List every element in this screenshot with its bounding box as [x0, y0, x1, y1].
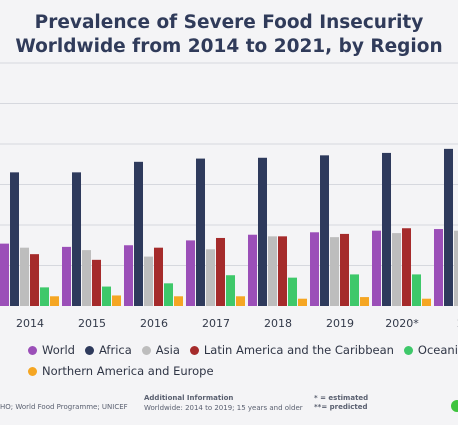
x-tick-label: 2017 — [202, 317, 230, 330]
legend-row-1: World Africa Asia Latin America and the … — [28, 343, 458, 357]
x-tick-label: 2018 — [264, 317, 292, 330]
x-tick-label: 2016 — [140, 317, 168, 330]
bar-latin-america-and-the-caribbean-2018 — [278, 236, 287, 306]
additional-information-text: Worldwide: 2014 to 2019; 15 years and ol… — [144, 404, 303, 412]
bar-asia-2017 — [206, 249, 215, 306]
bar-northern-america-and-europe-2018 — [298, 298, 307, 306]
bar-africa-2016 — [134, 161, 143, 306]
bar-asia-2019 — [330, 237, 339, 306]
bar-latin-america-and-the-caribbean-2015 — [92, 259, 101, 306]
bar-asia-2018 — [268, 236, 277, 306]
legend-label-asia: Asia — [155, 343, 180, 357]
bar-asia-20 — [454, 230, 458, 306]
legend-label-oceania: Oceania — [417, 343, 458, 357]
chart-title: Prevalence of Severe Food Insecurity Wor… — [0, 11, 458, 59]
bar-latin-america-and-the-caribbean-2016 — [154, 247, 163, 306]
legend-item-northern-america-europe: Northern America and Europe — [28, 364, 214, 378]
legend-label-latin-america: Latin America and the Caribbean — [203, 343, 394, 357]
bar-oceania-2019 — [350, 274, 359, 306]
bar-northern-america-and-europe-2014 — [50, 296, 59, 306]
bar-world-2014 — [0, 243, 9, 306]
legend-swatch-world — [28, 345, 37, 355]
bar-africa-2014 — [10, 172, 19, 306]
bar-northern-america-and-europe-2017 — [236, 296, 245, 306]
bar-world-2016 — [124, 245, 133, 306]
bar-oceania-2017 — [226, 275, 235, 306]
footnotes: * = estimated **= predicted — [314, 394, 368, 412]
source-text: HO; World Food Programme; UNICEF — [0, 403, 128, 411]
x-tick-label: 2015 — [78, 317, 106, 330]
bar-oceania-2016 — [164, 283, 173, 306]
bar-oceania-2020 — [412, 274, 421, 306]
bar-oceania-2015 — [102, 286, 111, 306]
legend-row-2: Northern America and Europe — [28, 364, 458, 378]
bar-northern-america-and-europe-2016 — [174, 296, 183, 306]
bar-world-2017 — [186, 240, 195, 306]
legend: World Africa Asia Latin America and the … — [28, 343, 458, 385]
legend-swatch-africa — [84, 345, 94, 355]
bar-asia-2015 — [82, 250, 91, 306]
additional-information: Additional Information Worldwide: 2014 t… — [144, 393, 303, 413]
bar-latin-america-and-the-caribbean-2020 — [402, 228, 411, 306]
legend-swatch-northern-america-europe — [28, 366, 37, 376]
additional-information-heading: Additional Information — [144, 394, 234, 402]
bar-africa-20 — [444, 148, 453, 306]
bar-world-2018 — [248, 234, 257, 306]
bar-world-2019 — [310, 232, 319, 306]
legend-item-africa: Africa — [84, 343, 132, 357]
x-tick-label: 2019 — [326, 317, 354, 330]
bar-asia-2020 — [392, 233, 401, 306]
note-estimated: * = estimated — [314, 394, 369, 402]
legend-swatch-latin-america — [189, 345, 199, 355]
legend-label-africa: Africa — [98, 343, 132, 357]
bar-asia-2014 — [20, 247, 29, 306]
bar-oceania-2014 — [40, 287, 49, 306]
bar-africa-2020 — [382, 152, 391, 306]
bar-northern-america-and-europe-2015 — [112, 295, 121, 306]
bar-latin-america-and-the-caribbean-2014 — [30, 254, 39, 306]
bar-africa-2018 — [258, 157, 267, 306]
legend-swatch-oceania — [403, 345, 413, 355]
bar-asia-2016 — [144, 256, 153, 306]
bar-world-20 — [434, 229, 443, 306]
legend-item-world: World — [28, 343, 75, 357]
bar-africa-2015 — [72, 172, 81, 306]
bars — [0, 148, 458, 306]
bar-africa-2017 — [196, 158, 205, 306]
legend-item-asia: Asia — [141, 343, 180, 357]
chart-title-line-2: Worldwide from 2014 to 2021, by Region — [15, 36, 443, 57]
bar-oceania-2018 — [288, 277, 297, 306]
chart-title-line-1: Prevalence of Severe Food Insecurity — [34, 12, 424, 33]
legend-item-oceania: Oceania — [403, 343, 458, 357]
bar-northern-america-and-europe-2019 — [360, 297, 369, 306]
bar-world-2020 — [372, 230, 381, 306]
legend-label-northern-america-europe: Northern America and Europe — [42, 364, 214, 378]
x-tick-label: 2020* — [385, 317, 419, 330]
bar-latin-america-and-the-caribbean-2019 — [340, 233, 349, 306]
bar-world-2015 — [62, 246, 71, 306]
bar-latin-america-and-the-caribbean-2017 — [216, 237, 225, 306]
legend-item-latin-america: Latin America and the Caribbean — [189, 343, 394, 357]
bar-africa-2019 — [320, 155, 329, 306]
x-tick-label: 2014 — [16, 317, 44, 330]
bar-northern-america-and-europe-2020 — [422, 298, 431, 306]
legend-swatch-asia — [141, 345, 151, 355]
legend-label-world: World — [42, 343, 75, 357]
brand-logo-icon — [451, 400, 458, 412]
note-predicted: **= predicted — [314, 403, 368, 411]
